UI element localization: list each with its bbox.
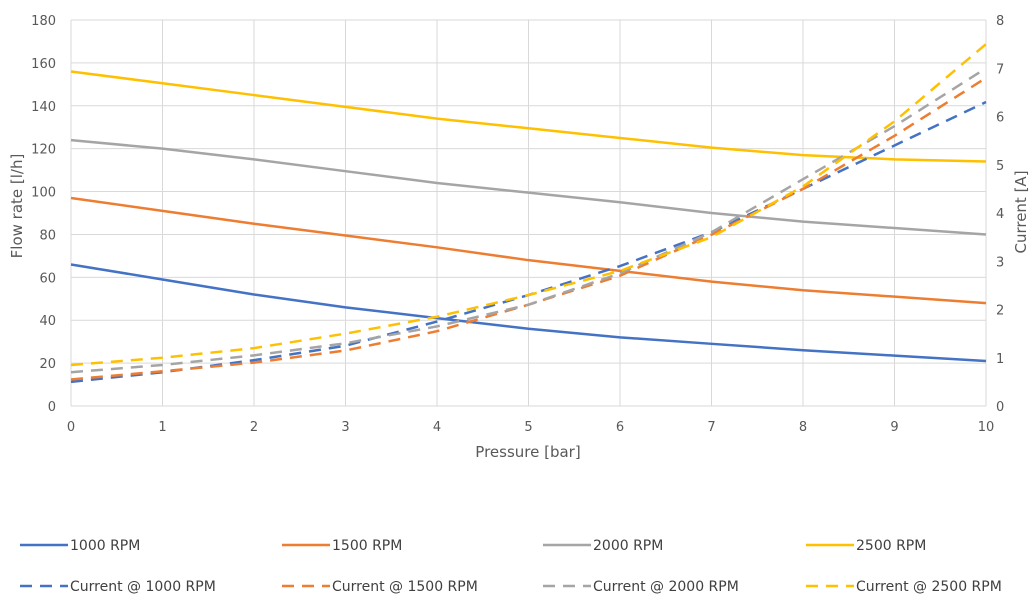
legend-label: Current @ 1500 RPM bbox=[332, 579, 478, 595]
series-line-7 bbox=[70, 67, 987, 374]
legend-label: Current @ 2500 RPM bbox=[856, 579, 1002, 595]
y2-tick-label: 2 bbox=[996, 304, 1004, 319]
x-tick-label: 9 bbox=[890, 420, 898, 435]
y2-tick-label: 6 bbox=[996, 111, 1004, 126]
legend-label: 1000 RPM bbox=[70, 538, 140, 554]
y-tick-label: 160 bbox=[31, 57, 56, 72]
series-line-3 bbox=[70, 138, 987, 236]
x-tick-label: 7 bbox=[707, 420, 715, 435]
x-axis-title: Pressure [bar] bbox=[475, 443, 580, 461]
y-tick-label: 60 bbox=[39, 271, 56, 286]
x-tick-label: 8 bbox=[799, 420, 807, 435]
series-line-8 bbox=[70, 43, 987, 367]
y-tick-label: 120 bbox=[31, 143, 56, 158]
x-tick-label: 10 bbox=[978, 420, 995, 435]
y-axis-title: Flow rate [l/h] bbox=[8, 154, 26, 259]
y2-tick-label: 5 bbox=[996, 159, 1004, 174]
y-tick-label: 40 bbox=[39, 314, 56, 329]
x-tick-label: 5 bbox=[524, 420, 532, 435]
x-tick-label: 4 bbox=[433, 420, 441, 435]
x-tick-label: 1 bbox=[158, 420, 166, 435]
y2-tick-label: 3 bbox=[996, 255, 1004, 270]
y2-tick-label: 8 bbox=[996, 14, 1004, 29]
grid bbox=[70, 19, 987, 407]
legend-label: 2000 RPM bbox=[593, 538, 663, 554]
series-lines bbox=[70, 43, 987, 384]
legend: 1000 RPM 1500 RPM 2000 RPM 2500 RPM Current … bbox=[20, 538, 1002, 595]
x-tick-label: 2 bbox=[250, 420, 258, 435]
series-line-2 bbox=[70, 196, 987, 305]
y-tick-label: 80 bbox=[39, 228, 56, 243]
y-tick-label: 20 bbox=[39, 357, 56, 372]
series-line-4 bbox=[70, 70, 987, 163]
y-tick-label: 140 bbox=[31, 100, 56, 115]
y-tick-label: 180 bbox=[31, 14, 56, 29]
x-tick-label: 3 bbox=[341, 420, 349, 435]
y2-tick-label: 7 bbox=[996, 62, 1004, 77]
y2-tick-label: 1 bbox=[996, 352, 1004, 367]
legend-label: 2500 RPM bbox=[856, 538, 926, 554]
y2-axis-title: Current [A] bbox=[1012, 170, 1030, 253]
y2-tick-label: 4 bbox=[996, 207, 1004, 222]
legend-label: Current @ 1000 RPM bbox=[70, 579, 216, 595]
y-tick-label: 100 bbox=[31, 186, 56, 201]
series-line-1 bbox=[70, 263, 987, 363]
x-tick-label: 0 bbox=[67, 420, 75, 435]
legend-label: Current @ 2000 RPM bbox=[593, 579, 739, 595]
y2-tick-label: 0 bbox=[996, 400, 1004, 415]
tick-labels: 0 1 2 3 4 5 6 7 8 9 100204060801001201401601800123… bbox=[31, 14, 1004, 435]
legend-label: 1500 RPM bbox=[332, 538, 402, 554]
x-tick-label: 6 bbox=[616, 420, 624, 435]
y-tick-label: 0 bbox=[48, 400, 56, 415]
